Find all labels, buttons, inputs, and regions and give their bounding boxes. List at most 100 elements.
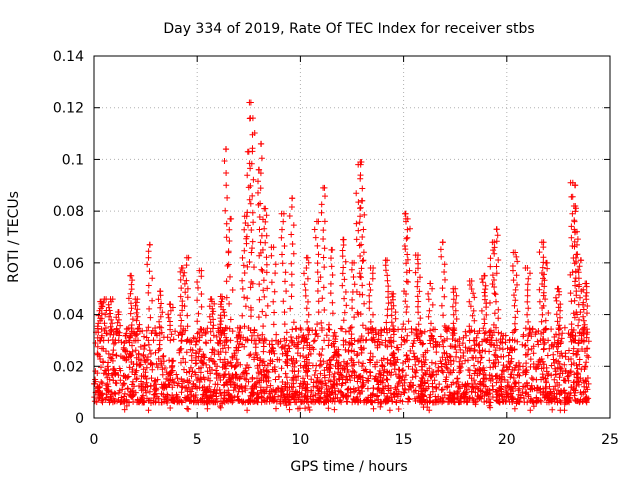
data-point [167, 318, 173, 325]
data-point [254, 332, 261, 339]
data-point [281, 393, 288, 400]
data-point [555, 387, 561, 394]
data-point [178, 389, 185, 396]
data-point [369, 325, 376, 332]
data-point [331, 370, 338, 377]
data-point [312, 234, 319, 241]
data-point [320, 236, 327, 242]
data-point [559, 370, 566, 377]
data-point [300, 345, 307, 351]
data-point [447, 343, 454, 350]
data-point [559, 353, 566, 359]
data-point [496, 345, 503, 352]
data-point [371, 376, 378, 383]
data-point [447, 353, 454, 360]
data-point [328, 246, 335, 253]
data-point [143, 364, 150, 371]
data-point [347, 325, 354, 331]
data-point [523, 360, 530, 367]
data-point [574, 236, 581, 243]
data-point [384, 272, 391, 279]
data-point [512, 314, 519, 321]
data-point [403, 309, 410, 316]
data-point [223, 170, 230, 176]
data-point [441, 337, 448, 344]
data-point [470, 307, 477, 314]
data-point [231, 394, 238, 401]
data-point [248, 249, 255, 256]
data-point [414, 303, 421, 310]
data-point [278, 234, 285, 241]
data-point [569, 193, 576, 200]
data-point [264, 302, 271, 309]
data-point [305, 311, 312, 318]
data-point [260, 323, 267, 330]
y-tick-label: 0.12 [53, 101, 84, 117]
data-point [367, 287, 374, 293]
data-point [204, 325, 211, 332]
data-point [511, 320, 518, 327]
data-point [404, 303, 410, 310]
data-point [340, 394, 347, 401]
data-point [505, 358, 512, 365]
data-point [388, 343, 395, 350]
data-point [520, 331, 527, 338]
data-point [315, 298, 322, 305]
data-point [524, 292, 531, 299]
data-point [549, 406, 556, 413]
data-point [305, 298, 311, 305]
data-point [487, 255, 494, 262]
data-point [290, 319, 297, 326]
data-point [301, 281, 308, 288]
data-point [471, 346, 478, 353]
data-point [542, 317, 549, 324]
data-point [367, 318, 374, 325]
data-point [449, 336, 456, 342]
data-point [474, 330, 481, 337]
data-point [392, 315, 399, 322]
data-point [182, 359, 189, 366]
data-point [383, 376, 390, 383]
data-point [350, 368, 357, 374]
data-point [375, 336, 382, 343]
data-point [266, 341, 273, 348]
data-point [263, 254, 270, 261]
data-point [339, 247, 346, 254]
data-point [514, 308, 521, 315]
data-point [214, 398, 221, 405]
data-point [245, 184, 252, 191]
data-point [181, 269, 188, 276]
data-point [489, 382, 496, 389]
data-point [536, 249, 543, 256]
data-point [471, 362, 477, 369]
data-point [249, 238, 256, 245]
data-point [140, 392, 147, 399]
data-point [184, 405, 191, 412]
data-point [444, 328, 450, 335]
data-point [145, 254, 152, 261]
data-point [360, 360, 366, 367]
data-point [314, 260, 321, 267]
data-point [524, 298, 531, 305]
data-point [407, 347, 414, 354]
data-point [195, 284, 201, 291]
data-point [256, 226, 263, 233]
data-point [522, 371, 529, 378]
data-point [571, 218, 578, 225]
data-point [575, 322, 582, 329]
data-point [149, 275, 156, 282]
data-point [129, 342, 135, 349]
data-point [244, 407, 251, 414]
data-point [156, 323, 163, 330]
data-point [404, 234, 411, 241]
data-point [368, 325, 375, 332]
data-point [361, 211, 368, 218]
data-point [471, 294, 478, 301]
data-point [272, 270, 279, 277]
data-point [209, 346, 216, 353]
data-point [169, 357, 175, 364]
data-point [259, 267, 266, 274]
data-point [491, 250, 498, 257]
data-point [183, 349, 190, 356]
data-point [557, 307, 564, 314]
